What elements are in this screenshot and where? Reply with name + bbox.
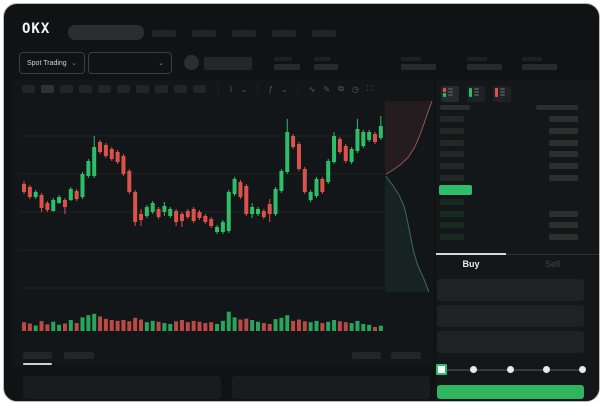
orderbook-price-placeholder: [440, 116, 464, 122]
orderbook-price-placeholder: [440, 127, 464, 134]
tab-divider: [506, 254, 599, 255]
interval-icon[interactable]: ⌇: [229, 84, 233, 94]
ticker-stat: [314, 57, 338, 70]
amount-field[interactable]: [437, 305, 584, 327]
chevron-down-icon: ⌄: [158, 60, 164, 67]
orderbook-amount-header: [536, 105, 578, 110]
orderbook-amount-placeholder: [549, 116, 578, 122]
timeframe-button[interactable]: [174, 85, 187, 93]
timeframe-button[interactable]: [193, 85, 206, 93]
orderbook-both-icon[interactable]: [441, 86, 459, 102]
timeframe-button[interactable]: [22, 85, 35, 93]
orderbook-price-placeholder: [440, 233, 464, 240]
ticker-stat: [401, 57, 436, 70]
ticker-stat: [522, 57, 557, 70]
coin-icon: [184, 55, 199, 70]
nav-item[interactable]: [192, 30, 216, 37]
tab-sell[interactable]: Sell: [544, 259, 560, 269]
history-icon[interactable]: ◷: [351, 84, 359, 94]
depth-chart[interactable]: [385, 101, 436, 294]
bottom-panel-right[interactable]: [232, 376, 430, 399]
orderbook-amount-placeholder: [549, 163, 578, 170]
pair-dropdown[interactable]: ⌄: [88, 52, 172, 74]
chart-tools: │ ⌇ ⌄ │ ƒ ⌄ │ ∿ ✎ ⧉ ◷ ⛶: [216, 84, 373, 94]
orderbook-amount-placeholder: [549, 127, 578, 134]
chart-toolbar: [22, 85, 206, 93]
chevron-down-icon[interactable]: ⌄: [281, 84, 288, 94]
active-tab-underline: [23, 363, 52, 365]
price-field[interactable]: [437, 279, 584, 301]
tab-buy[interactable]: Buy: [462, 259, 480, 269]
buy-tab-indicator: [436, 253, 506, 255]
ticker-stat: [467, 57, 502, 70]
bottom-panel-left[interactable]: [23, 376, 221, 399]
fullscreen-icon[interactable]: ⛶: [366, 84, 373, 93]
orderbook-price-placeholder: [440, 222, 464, 229]
orderbook-layout-toggles: [441, 86, 511, 102]
timeframe-button[interactable]: [117, 85, 130, 93]
slider-stop-100[interactable]: [579, 366, 586, 373]
pair-name-placeholder: [204, 57, 252, 70]
orderbook-price-placeholder: [440, 139, 464, 146]
chart-bottom-tab-active[interactable]: [23, 352, 52, 359]
timeframe-button[interactable]: [79, 85, 92, 93]
okx-logo: OKX: [22, 21, 51, 37]
indicators-icon[interactable]: ƒ: [268, 84, 274, 94]
slider-stop-50[interactable]: [507, 366, 514, 373]
orderbook-price-header: [440, 105, 470, 110]
nav-item[interactable]: [152, 30, 176, 37]
orderbook-price-placeholder: [440, 210, 464, 217]
main-nav: [152, 30, 336, 37]
orderbook-amount-placeholder: [549, 175, 578, 181]
orderbook-amount-placeholder: [549, 139, 578, 146]
candlestick-chart[interactable]: [19, 104, 384, 339]
orderbook-price-placeholder: [440, 163, 464, 170]
market-type-dropdown[interactable]: Spot Trading ⌄: [19, 52, 85, 74]
orderbook-price-placeholder: [440, 199, 464, 205]
timeframe-button[interactable]: [155, 85, 168, 93]
search-input[interactable]: [68, 25, 144, 40]
screenshot-icon[interactable]: ⧉: [338, 84, 344, 93]
chart-bottom-tab[interactable]: [64, 352, 94, 359]
ticker-stat: [274, 57, 300, 70]
slider-stop-75[interactable]: [543, 366, 550, 373]
total-field[interactable]: [437, 331, 584, 353]
nav-item[interactable]: [272, 30, 296, 37]
orderbook-amount-placeholder: [549, 233, 578, 240]
market-type-label: Spot Trading: [27, 59, 67, 67]
buy-button[interactable]: [437, 385, 584, 399]
orderbook-price-placeholder: [440, 175, 464, 181]
orderbook-amount-placeholder: [549, 222, 578, 229]
chart-bottom-control[interactable]: [391, 352, 421, 359]
line-tool-icon[interactable]: ∿: [308, 84, 316, 94]
timeframe-button-active[interactable]: [41, 85, 54, 93]
chevron-down-icon[interactable]: ⌄: [240, 84, 248, 94]
chevron-down-icon: ⌄: [71, 60, 77, 67]
last-price-bar[interactable]: [439, 185, 472, 195]
draw-tool-icon[interactable]: ✎: [323, 84, 331, 94]
app-window: OKX Spot Trading ⌄ ⌄: [3, 3, 600, 402]
chart-bottom-control[interactable]: [352, 352, 381, 359]
timeframe-button[interactable]: [136, 85, 149, 93]
nav-item[interactable]: [312, 30, 336, 37]
timeframe-button[interactable]: [60, 85, 73, 93]
nav-item[interactable]: [232, 30, 256, 37]
orderbook-amount-placeholder: [549, 151, 578, 158]
orderbook-bids-icon[interactable]: [467, 86, 485, 102]
timeframe-button[interactable]: [98, 85, 111, 93]
slider-handle[interactable]: [436, 364, 447, 375]
orderbook-asks-icon[interactable]: [493, 86, 511, 102]
trade-panel: Buy Sell: [436, 80, 599, 401]
orderbook-price-placeholder: [440, 151, 464, 158]
orderbook-amount-placeholder: [549, 210, 578, 217]
slider-stop-25[interactable]: [470, 366, 477, 373]
